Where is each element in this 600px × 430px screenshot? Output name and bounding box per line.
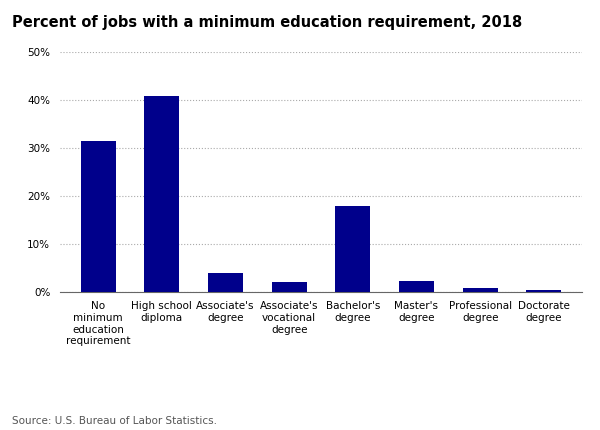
Bar	[208, 273, 243, 292]
Bar	[526, 289, 562, 292]
Bar	[80, 141, 116, 292]
Bar	[399, 281, 434, 292]
Bar	[145, 96, 179, 292]
Bar	[463, 288, 497, 292]
Text: Percent of jobs with a minimum education requirement, 2018: Percent of jobs with a minimum education…	[12, 15, 522, 30]
Bar	[335, 206, 370, 292]
Text: Source: U.S. Bureau of Labor Statistics.: Source: U.S. Bureau of Labor Statistics.	[12, 416, 217, 426]
Bar	[272, 282, 307, 292]
